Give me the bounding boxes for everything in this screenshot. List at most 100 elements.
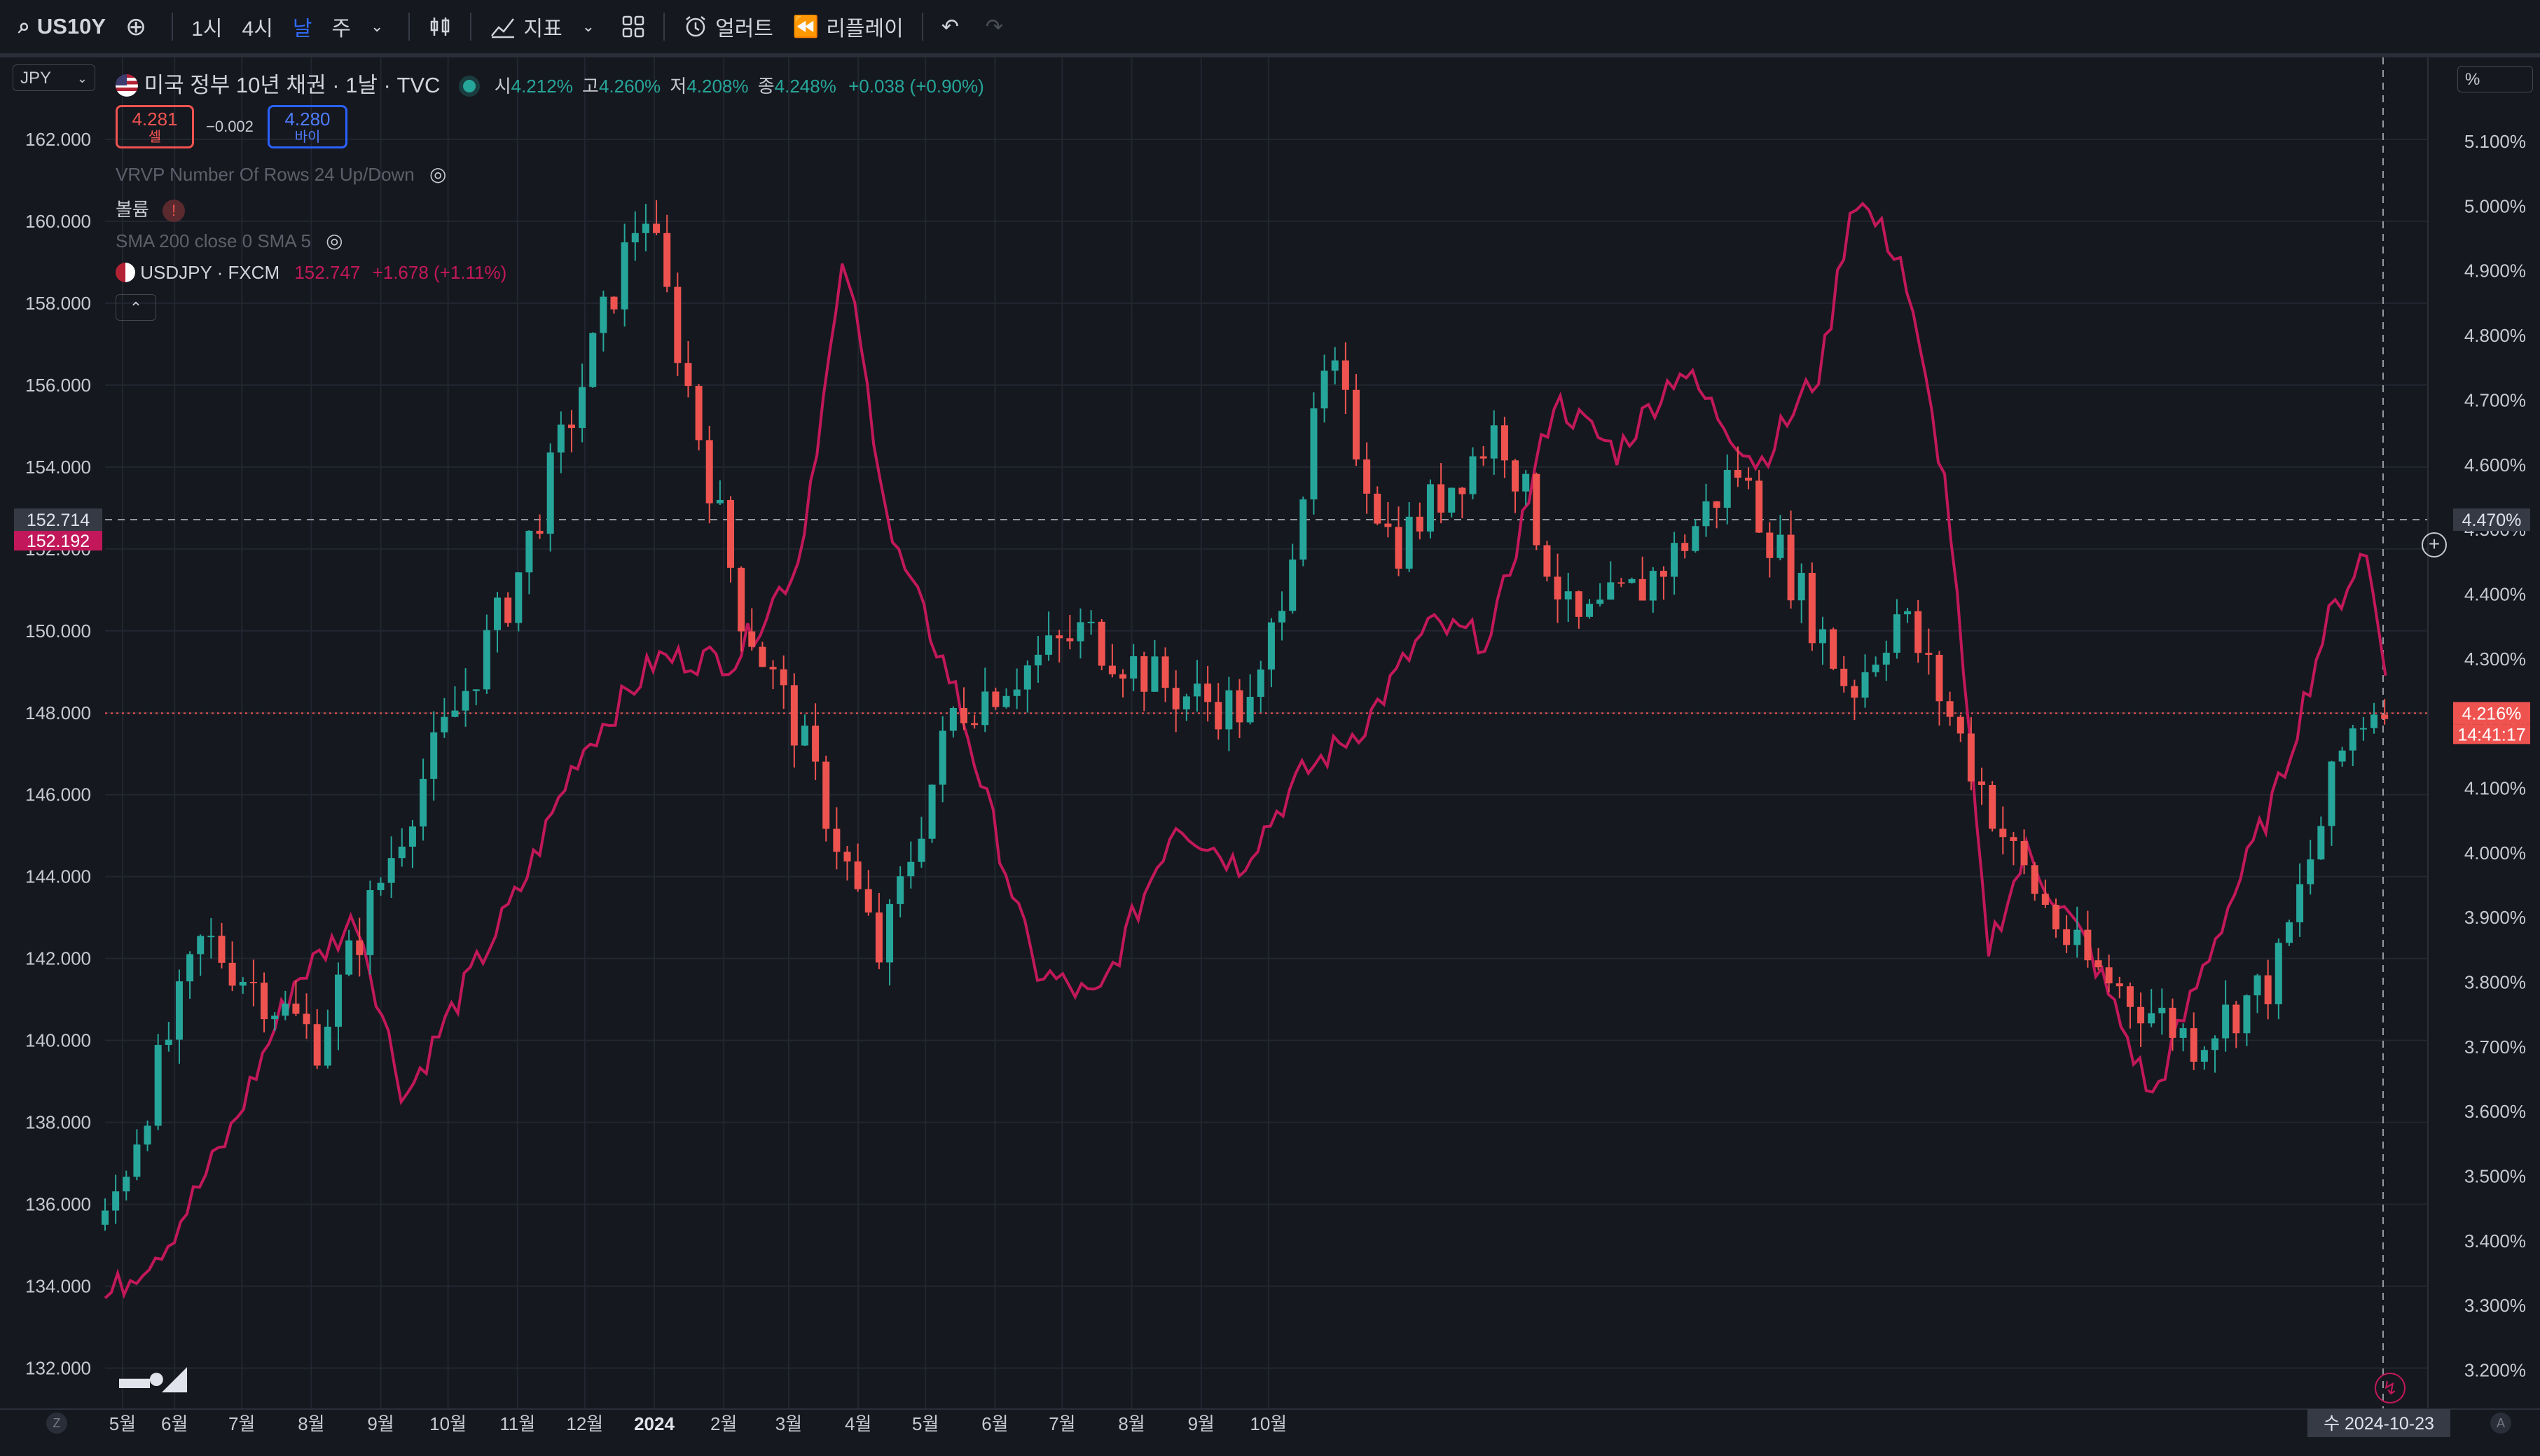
left-axis-tick-label: 138.000	[25, 1112, 91, 1133]
current-right-label-bg	[2453, 702, 2530, 725]
collapse-legend-button[interactable]: ⌃	[116, 294, 156, 321]
candle-body	[1607, 582, 1615, 600]
right-axis-tick-label: 3.500%	[2464, 1166, 2526, 1187]
candle-body	[1257, 670, 1264, 697]
candle-body	[875, 912, 883, 963]
interval-1d[interactable]: 날	[283, 0, 322, 53]
candle-body	[175, 981, 183, 1040]
guide-lines	[105, 57, 2428, 1409]
alert-button[interactable]: 얼러트	[673, 0, 783, 53]
sell-price: 4.281	[132, 109, 178, 130]
candle-body	[1649, 571, 1657, 601]
vrvp-indicator-legend[interactable]: VRVP Number Of Rows 24 Up/Down ◎	[116, 162, 446, 186]
redo-button[interactable]: ↷	[976, 0, 1020, 53]
candle-body	[589, 333, 597, 387]
high-label: 고	[582, 76, 599, 97]
candle-body	[1374, 493, 1381, 524]
candle-body	[249, 981, 257, 983]
candle-body	[759, 646, 766, 667]
candle-body	[1914, 611, 1922, 653]
candle-body	[1215, 702, 1222, 730]
hidden-eye-icon[interactable]: ◎	[326, 230, 343, 251]
layout-button[interactable]	[612, 0, 655, 53]
interval-1w[interactable]: 주	[322, 0, 361, 53]
indicators-icon	[491, 18, 515, 39]
left-axis-tick-label: 148.000	[25, 702, 91, 723]
hidden-eye-icon[interactable]: ◎	[429, 163, 447, 185]
chart-svg[interactable]: 132.000 134.000 136.000 138.000 140.000 142.0…	[0, 57, 2540, 1452]
x-axis-tick-label: 10월	[429, 1413, 467, 1434]
interval-1h[interactable]: 1시	[181, 0, 232, 53]
x-axis-tick-label: 6월	[161, 1413, 188, 1434]
candle-body	[2148, 1013, 2155, 1024]
candle-body	[1840, 668, 1848, 686]
undo-button[interactable]: ↶	[932, 0, 976, 53]
add-alert-crosshair-icon[interactable]: +	[2422, 532, 2447, 557]
axes: 132.000 134.000 136.000 138.000 140.000 142.0…	[0, 57, 2540, 1434]
auto-scale-button[interactable]: A	[2490, 1413, 2511, 1434]
candle-body	[2381, 714, 2389, 719]
candle-body	[1045, 635, 1053, 655]
candle-body	[207, 936, 215, 938]
indicators-label: 지표	[523, 18, 562, 41]
symbol-search[interactable]: ⌕ US10Y	[0, 0, 116, 53]
candle-body	[897, 876, 904, 904]
instrument-title[interactable]: 미국 정부 10년 채권 · 1날 · TVC	[144, 73, 441, 97]
toolbar-divider	[663, 13, 665, 41]
candle-body	[992, 691, 1000, 707]
indicators-dropdown[interactable]: ⌄	[572, 0, 612, 53]
candle-body	[1956, 716, 1964, 734]
candle-body	[1500, 425, 1508, 461]
candle-body	[1702, 501, 1710, 527]
low-value: 4.208%	[686, 76, 749, 97]
candle-body	[653, 223, 661, 233]
buy-price: 4.280	[284, 109, 331, 130]
us-jp-flag-icon	[116, 263, 135, 282]
chart-type-button[interactable]	[418, 0, 462, 53]
percent-select[interactable]: %	[2457, 66, 2533, 92]
add-symbol-button[interactable]: ⊕	[116, 0, 163, 53]
candle-body	[1236, 690, 1243, 723]
candle-body	[738, 567, 745, 632]
x-axis-tick-label: 7월	[228, 1413, 255, 1434]
candle-body	[1522, 473, 1530, 492]
lightning-icon[interactable]: ↯	[2375, 1373, 2406, 1403]
buy-button[interactable]: 4.280 바이	[268, 105, 347, 148]
volume-indicator-legend[interactable]: 볼륨 !	[116, 195, 186, 222]
candle-body	[313, 1024, 321, 1066]
interval-dropdown[interactable]: ⌄	[361, 0, 400, 53]
x-axis-tick-label: 9월	[1188, 1413, 1215, 1434]
chart-area[interactable]: 132.000 134.000 136.000 138.000 140.000 142.0…	[0, 57, 2540, 1452]
candle-body	[1469, 456, 1477, 494]
replay-button[interactable]: ⏪ 리플레이	[783, 0, 913, 53]
candle-body	[1713, 501, 1720, 508]
error-icon: !	[163, 200, 186, 222]
candle-body	[939, 730, 946, 785]
candles	[102, 200, 2389, 1231]
candle-body	[2084, 929, 2092, 961]
sma-label: SMA 200 close 0 SMA 5	[116, 230, 311, 251]
candle-body	[1659, 571, 1667, 577]
candle-body	[1989, 784, 1996, 829]
sma-indicator-legend[interactable]: SMA 200 close 0 SMA 5 ◎	[116, 229, 343, 252]
compare-legend[interactable]: USDJPY · FXCM 152.747 +1.678 (+1.11%)	[116, 262, 506, 284]
x-axis-tick-label: 5월	[109, 1413, 136, 1434]
candle-body	[1353, 389, 1360, 460]
vrvp-label: VRVP Number Of Rows 24 Up/Down	[116, 164, 415, 185]
candle-body	[2073, 929, 2081, 945]
candle-body	[165, 1039, 172, 1046]
candle-body	[631, 233, 639, 243]
crosshair-date-label: 수 2024-10-23	[2324, 1414, 2434, 1434]
candle-body	[2328, 761, 2335, 826]
candle-body	[1395, 527, 1402, 569]
currency-select[interactable]: JPY ⌄	[13, 64, 95, 91]
candle-body	[1978, 781, 1986, 785]
candle-body	[1766, 532, 1774, 558]
interval-4h[interactable]: 4시	[233, 0, 283, 53]
indicators-button[interactable]: 지표	[480, 0, 572, 53]
sell-button[interactable]: 4.281 셀	[116, 105, 194, 148]
timezone-button[interactable]: Z	[46, 1413, 67, 1434]
chart-background	[0, 57, 2540, 1452]
candle-body	[1172, 688, 1180, 709]
candle-body	[1119, 674, 1127, 679]
